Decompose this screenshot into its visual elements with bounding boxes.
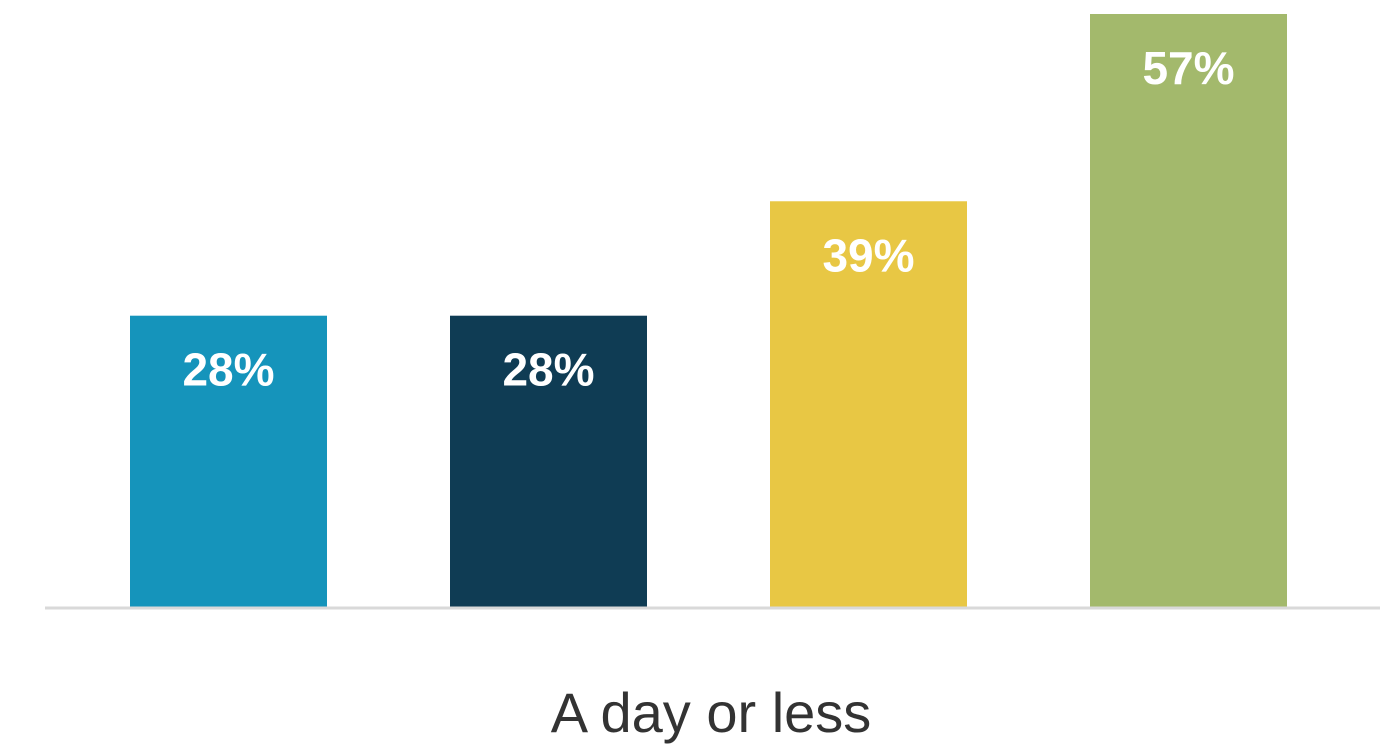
bar-3 [770,201,967,607]
bar-1 [130,315,327,607]
bars-group [130,14,1287,607]
data-label-4: 57% [1142,42,1234,94]
data-label-2: 28% [502,344,594,396]
data-labels-group: 28% 28% 39% 57% [182,42,1234,396]
bar-4 [1090,14,1287,607]
data-label-3: 39% [822,229,914,281]
data-label-1: 28% [182,344,274,396]
category-label: A day or less [551,681,872,744]
bar-2 [450,315,647,607]
